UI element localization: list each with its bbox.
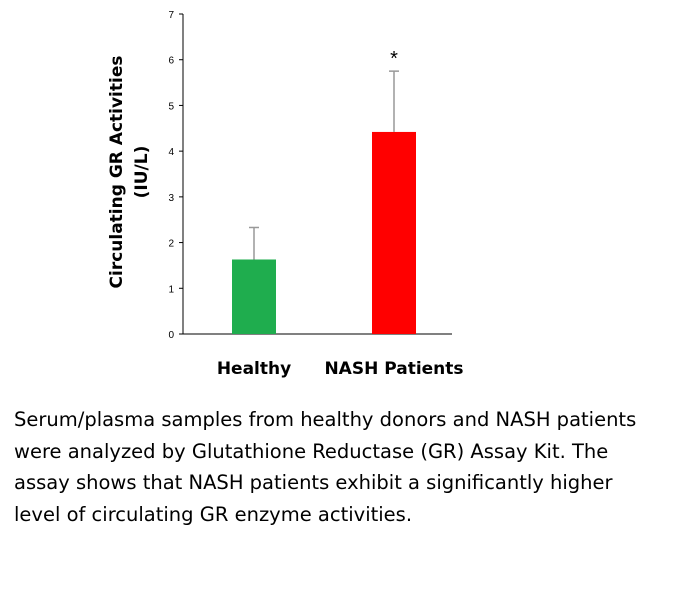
y-tick-label: 3 bbox=[168, 193, 174, 204]
x-category-label: Healthy bbox=[217, 359, 291, 379]
bar-nash-patients bbox=[372, 131, 416, 334]
y-tick-label: 4 bbox=[168, 147, 174, 158]
bar-chart: Circulating GR Activities (IU/L) 0 1 2 3 4 5 6… bbox=[107, 10, 464, 379]
y-axis-title-line1: Circulating GR Activities bbox=[107, 56, 127, 289]
bar-healthy bbox=[232, 259, 276, 334]
y-tick-label: 5 bbox=[168, 101, 174, 112]
bars: * bbox=[232, 48, 416, 334]
y-tick-label: 2 bbox=[168, 239, 174, 250]
y-tick-label: 6 bbox=[168, 56, 174, 67]
y-tick-label: 1 bbox=[168, 284, 174, 295]
x-axis-labels: Healthy NASH Patients bbox=[217, 359, 464, 379]
x-category-label: NASH Patients bbox=[324, 359, 463, 379]
y-tick-label: 0 bbox=[168, 330, 174, 341]
significance-mark: * bbox=[390, 48, 398, 70]
figure-caption: Serum/plasma samples from healthy donors… bbox=[14, 408, 637, 526]
y-axis-ticks: 0 1 2 3 4 5 6 7 bbox=[168, 10, 183, 341]
y-axis-title-line2: (IU/L) bbox=[132, 146, 152, 199]
y-tick-label: 7 bbox=[168, 10, 174, 21]
y-axis-title: Circulating GR Activities (IU/L) bbox=[107, 56, 152, 289]
